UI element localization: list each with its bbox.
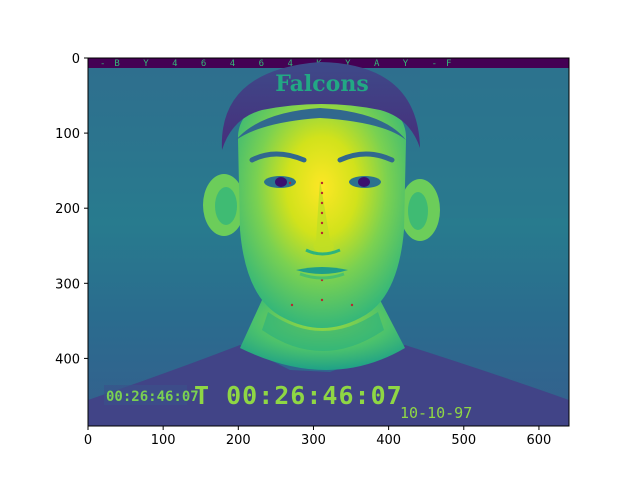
left-eye-pupil (275, 177, 287, 187)
mouth (296, 267, 348, 274)
nose (313, 180, 334, 252)
x-tick-label: 600 (527, 433, 552, 448)
landmark-dot (320, 201, 324, 205)
date-stamp: 10-10-97 (400, 404, 472, 422)
y-tick-label: 400 (55, 352, 80, 367)
landmark-dot (350, 303, 354, 307)
landmark-dots (288, 181, 354, 307)
x-tick-label: 300 (301, 433, 326, 448)
nose-shadow (305, 248, 341, 256)
landmark-dot (320, 231, 324, 235)
y-tick-label: 300 (55, 277, 80, 292)
landmark-dot (320, 211, 324, 215)
landmark-dot (288, 181, 292, 185)
x-tick-label: 100 (151, 433, 176, 448)
x-axis: 0 100 200 300 400 500 600 (84, 426, 551, 448)
y-tick-label: 200 (55, 202, 80, 217)
right-ear-inner (408, 192, 428, 230)
top-band-glyphs: -B Y 4 6 4 6 4 K Y A Y -F (100, 59, 460, 69)
x-tick-label: 500 (451, 433, 476, 448)
y-tick-label: 100 (55, 127, 80, 142)
neck-shadow (262, 312, 384, 351)
lower-lip (299, 272, 345, 280)
x-tick-label: 200 (226, 433, 251, 448)
cap-band (236, 108, 406, 140)
right-eye-pupil (358, 177, 370, 187)
timecode-small-box (104, 385, 187, 405)
timecode-small: 00:26:46:07 (106, 389, 199, 405)
shirt (88, 345, 569, 426)
x-tick-label: 400 (376, 433, 401, 448)
landmark-dot (320, 191, 324, 195)
landmark-dot (290, 303, 294, 307)
wall-shade-right (420, 58, 569, 218)
landmark-dot (320, 298, 324, 302)
left-eyebrow (249, 151, 307, 163)
cap (221, 62, 420, 150)
y-tick-label: 0 (72, 52, 80, 67)
left-ear-inner (215, 187, 237, 225)
axes-frame (87, 57, 570, 427)
landmark-dot (320, 181, 324, 185)
cap-logo-text: Falcons (275, 71, 368, 97)
timecode-large: T 00:26:46:07 (194, 381, 403, 410)
right-eyebrow (337, 151, 395, 163)
y-axis: 0 100 200 300 400 (55, 52, 88, 367)
x-tick-label: 0 (84, 433, 92, 448)
landmark-dot (320, 221, 324, 225)
face-image: -B Y 4 6 4 6 4 K Y A Y -F Falcons (88, 58, 569, 426)
